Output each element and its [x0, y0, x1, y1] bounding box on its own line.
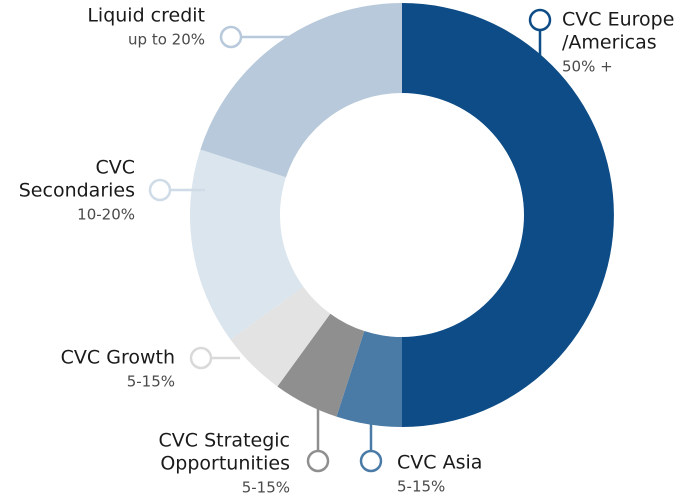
segment-range: 5-15% — [242, 479, 290, 497]
segment-range: 50% + — [562, 58, 613, 76]
donut-segment — [277, 313, 365, 417]
segment-range: 5-15% — [397, 478, 445, 496]
donut-segment — [189, 149, 304, 340]
segment-label: /Americas — [562, 32, 657, 54]
segment-label: CVC Asia — [397, 452, 482, 474]
segment-label: CVC — [95, 157, 135, 179]
segment-label: Secondaries — [19, 180, 135, 202]
callout-marker — [219, 25, 243, 49]
segment-range: 10-20% — [77, 206, 135, 224]
donut-segment — [230, 286, 331, 387]
callout-marker — [189, 346, 213, 370]
segment-label: Opportunities — [160, 453, 290, 475]
donut-segment — [402, 3, 614, 427]
donut-segment — [200, 3, 402, 178]
segment-label: CVC Europe — [562, 9, 674, 31]
callout-marker — [528, 8, 552, 32]
segment-label: CVC Growth — [61, 347, 175, 369]
callout-marker — [359, 449, 383, 473]
segment-range: up to 20% — [128, 31, 205, 49]
segment-range: 5-15% — [127, 373, 175, 391]
segment-label: CVC Strategic — [159, 430, 290, 452]
callout-marker — [148, 178, 172, 202]
callout-marker — [306, 449, 330, 473]
segment-label: Liquid credit — [87, 5, 205, 27]
donut-segment — [336, 331, 402, 427]
